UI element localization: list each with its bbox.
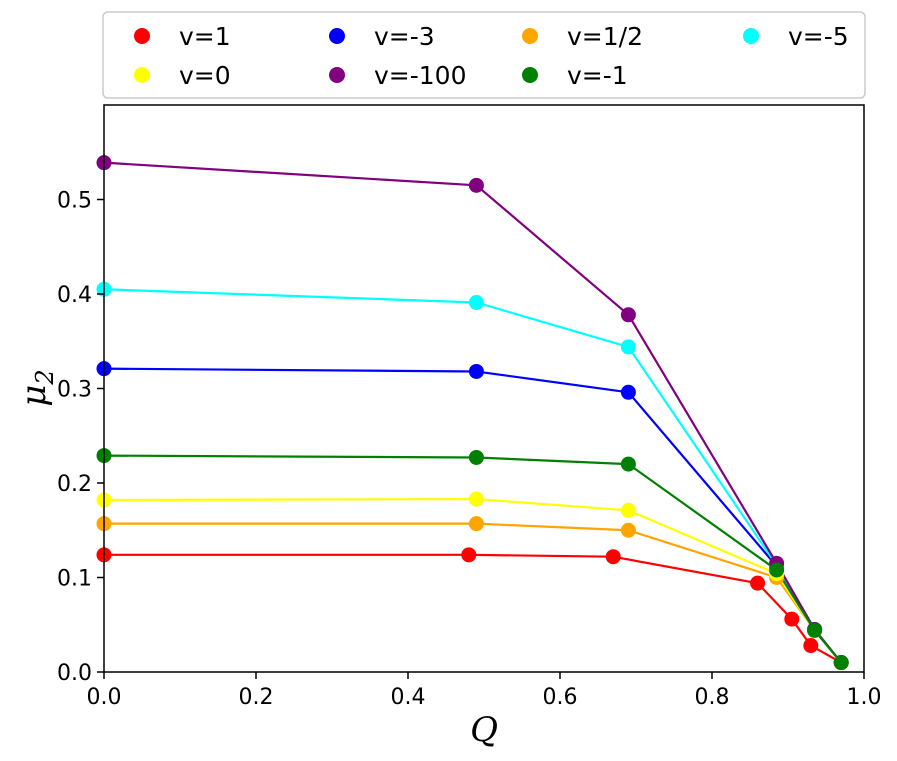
legend-item: v=-100 — [329, 61, 466, 90]
x-axis: 0.0 0.2 0.4 0.6 0.8 1.0 — [87, 672, 882, 710]
legend-marker — [134, 67, 150, 83]
legend-label: v=1/2 — [567, 22, 643, 51]
legend-marker — [522, 28, 538, 44]
series-line-1 — [104, 553, 842, 664]
y-axis-title: μ2 — [14, 369, 59, 406]
data-point — [807, 622, 823, 638]
data-point — [620, 307, 636, 323]
x-tick-label: 0.6 — [543, 685, 578, 710]
data-point — [620, 456, 636, 472]
data-point — [468, 516, 484, 532]
plot-area — [96, 104, 865, 673]
data-point — [769, 562, 785, 578]
legend-item: v=0 — [134, 61, 231, 90]
legend-marker — [134, 28, 150, 44]
y-axis-title-subscript: 2 — [31, 369, 59, 385]
legend-marker — [329, 28, 345, 44]
y-tick-label: 0.1 — [57, 567, 92, 592]
legend-item: v=1/2 — [522, 22, 643, 51]
legend-marker — [522, 67, 538, 83]
data-point — [468, 449, 484, 465]
legend-item: v=1 — [134, 22, 231, 51]
x-tick-label: 1.0 — [847, 685, 882, 710]
legend-item: v=-1 — [522, 61, 628, 90]
legend: v=1 v=-3 v=1/2 v=-5 v=0 v=-100 v=-1 — [102, 11, 866, 99]
legend-item: v=-5 — [743, 22, 849, 51]
y-tick-label: 0.0 — [57, 661, 92, 686]
legend-label: v=-100 — [374, 61, 466, 90]
legend-marker — [743, 28, 759, 44]
x-tick-label: 0.8 — [695, 685, 730, 710]
plot-frame — [103, 104, 865, 673]
y-tick-label: 0.3 — [57, 378, 92, 403]
y-axis: 0.0 0.1 0.2 0.3 0.4 0.5 — [57, 189, 104, 686]
legend-label: v=-1 — [567, 61, 628, 90]
data-point — [605, 549, 621, 565]
x-tick-label: 0.4 — [391, 685, 426, 710]
data-point — [620, 502, 636, 518]
legend-label: v=-5 — [788, 22, 849, 51]
legend-label: v=0 — [179, 61, 231, 90]
data-point — [468, 177, 484, 193]
x-tick-label: 0.0 — [87, 685, 122, 710]
legend-item: v=-3 — [329, 22, 435, 51]
data-point — [620, 522, 636, 538]
series-line-4 — [103, 288, 843, 664]
data-point — [468, 491, 484, 507]
data-point — [620, 384, 636, 400]
series-line-6 — [103, 161, 843, 664]
y-tick-label: 0.5 — [57, 189, 92, 214]
y-tick-label: 0.2 — [57, 472, 92, 497]
data-point — [750, 575, 766, 591]
x-tick-label: 0.2 — [239, 685, 274, 710]
data-point — [468, 363, 484, 379]
legend-marker — [329, 67, 345, 83]
data-point — [468, 295, 484, 311]
series-line-3 — [104, 522, 843, 664]
data-point — [833, 655, 849, 671]
y-axis-title-symbol: μ — [14, 385, 54, 407]
legend-label: v=1 — [179, 22, 231, 51]
data-point — [620, 339, 636, 355]
legend-frame — [102, 11, 866, 99]
x-axis-title: Q — [470, 710, 498, 750]
legend-label: v=-3 — [374, 22, 435, 51]
series-line-2 — [103, 367, 843, 664]
data-point — [461, 547, 477, 563]
data-point — [784, 611, 800, 627]
y-tick-label: 0.4 — [57, 283, 92, 308]
data-point — [803, 638, 819, 654]
